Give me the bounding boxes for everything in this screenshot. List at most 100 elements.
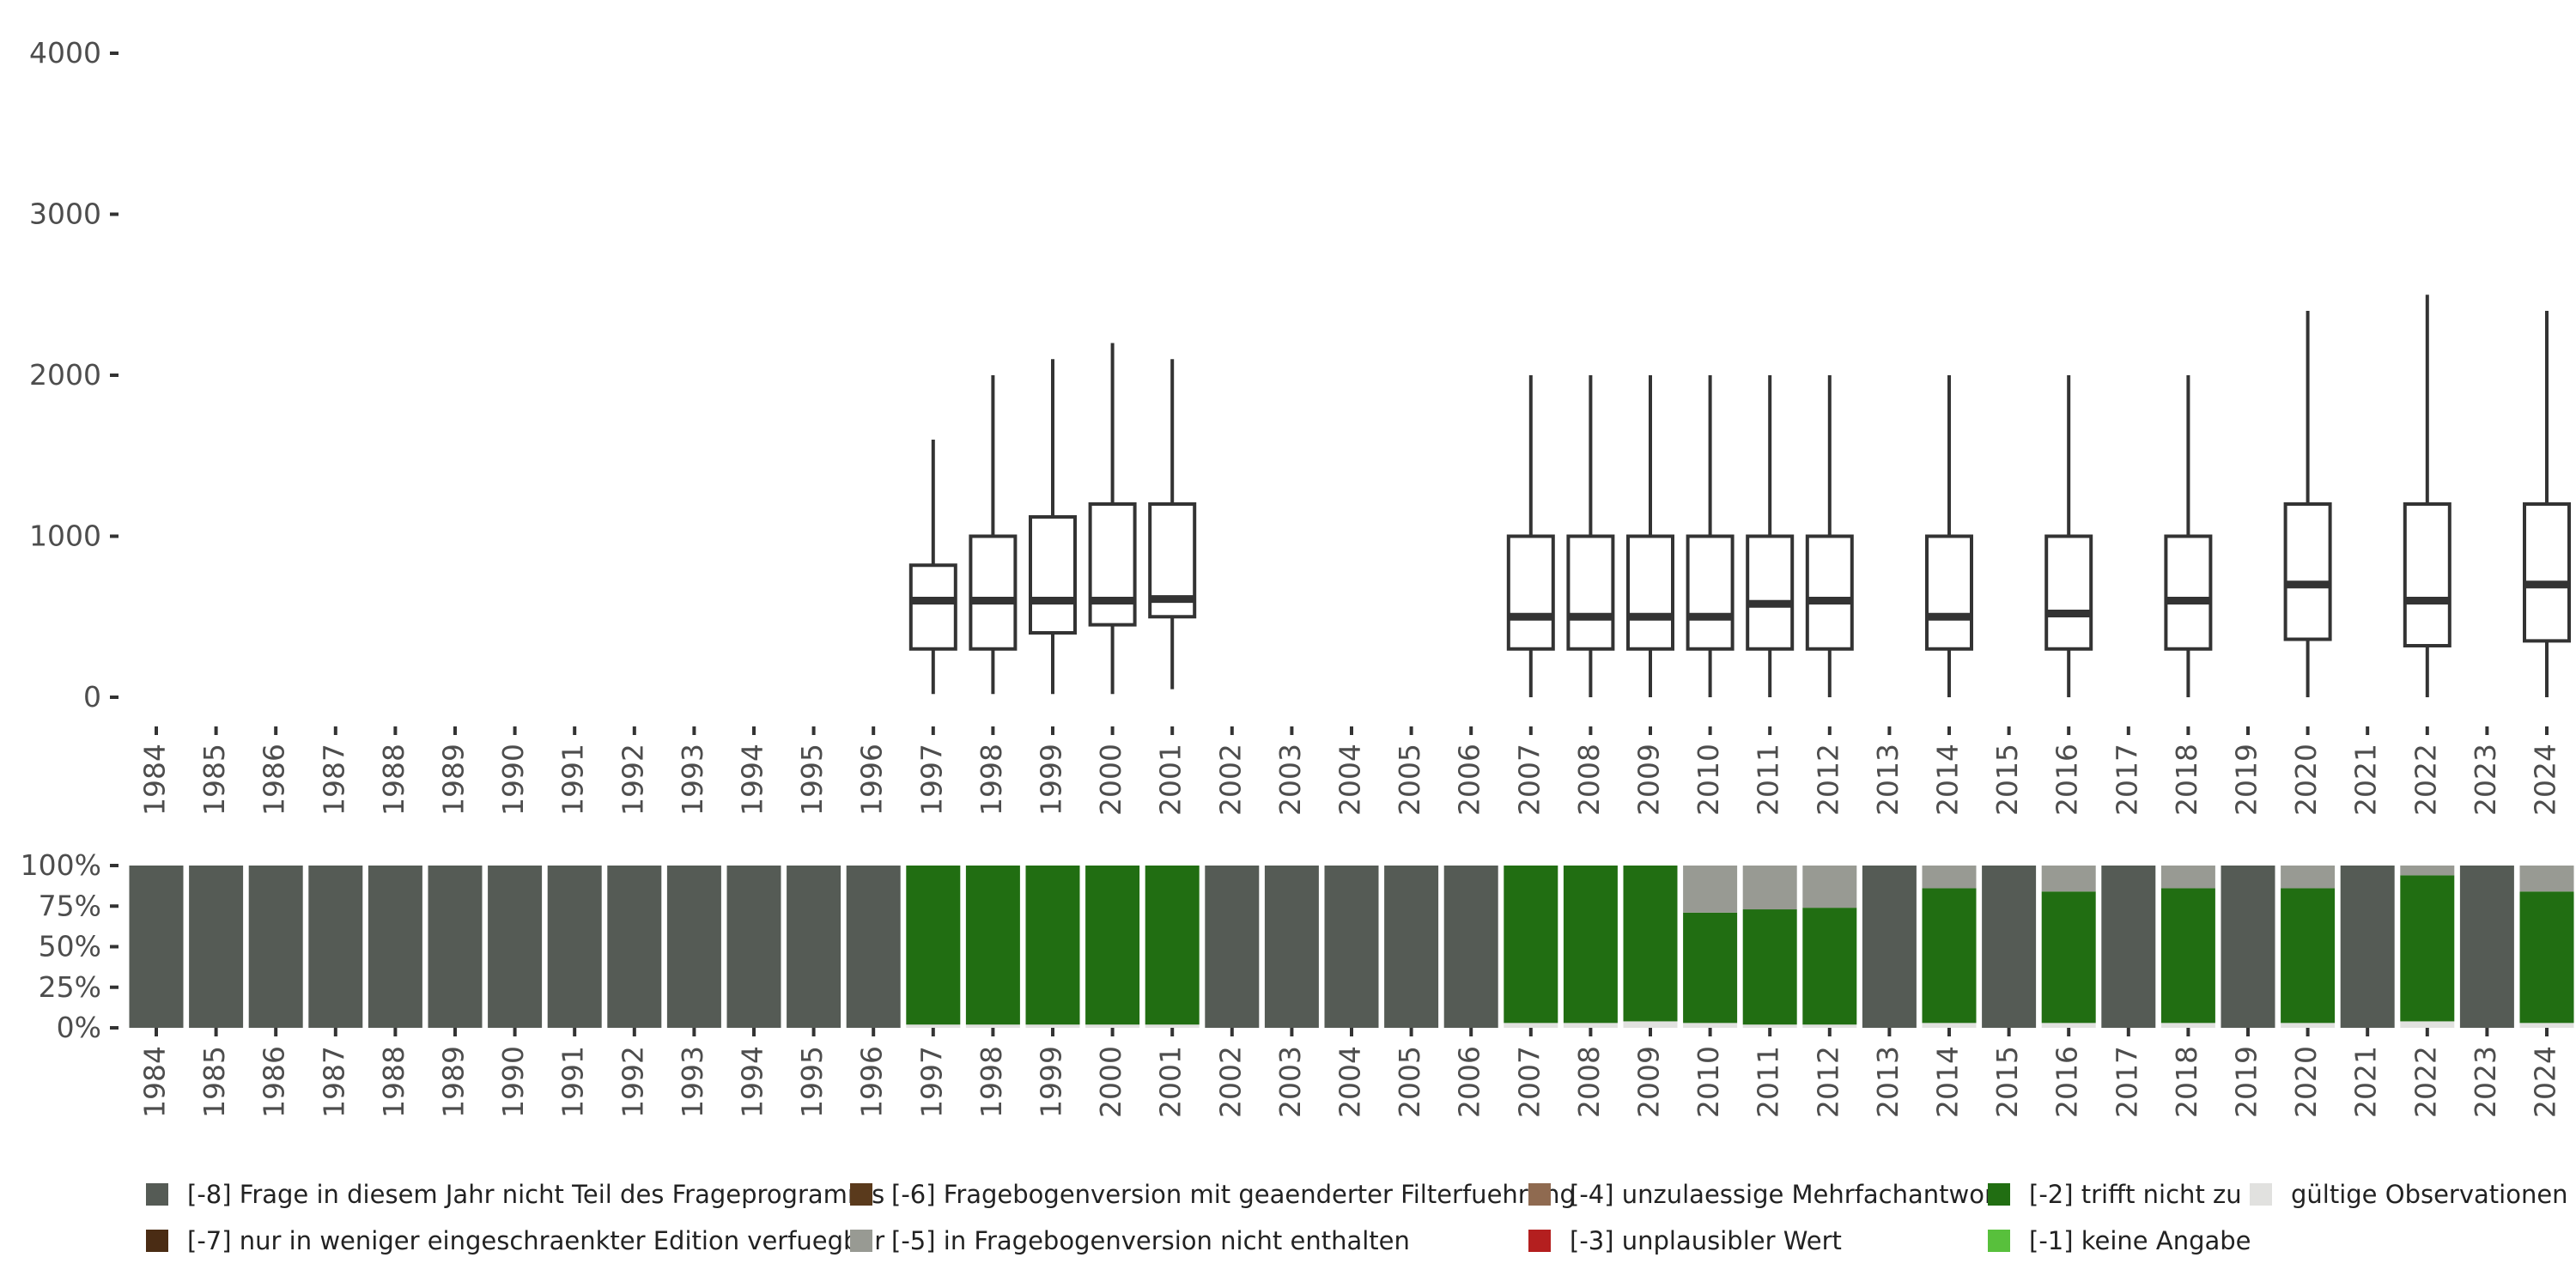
bar-segment bbox=[1742, 909, 1797, 1025]
bar-segment bbox=[1623, 1021, 1678, 1028]
bar-1984 bbox=[129, 866, 184, 1028]
x-tick-label: 2014 bbox=[1931, 1046, 1965, 1118]
legend-item: [-3] unplausibler Wert bbox=[1528, 1226, 1842, 1255]
bar-2009 bbox=[1623, 866, 1678, 1028]
x-tick-label: 2024 bbox=[2529, 1046, 2562, 1118]
x-tick-label: 1997 bbox=[914, 744, 948, 816]
box bbox=[1925, 534, 1973, 651]
bar-segment bbox=[488, 866, 543, 1028]
bar-segment bbox=[1145, 866, 1200, 1025]
bar-segment bbox=[2041, 891, 2096, 1024]
x-tick-label: 1996 bbox=[855, 744, 889, 816]
x-tick-label: 1985 bbox=[197, 1046, 231, 1118]
box-1999 bbox=[1029, 359, 1077, 695]
x-tick-label: 1994 bbox=[736, 744, 769, 816]
legend-item: [-4] unzulaessige Mehrfachantwort bbox=[1528, 1180, 2004, 1209]
x-tick-label: 1987 bbox=[317, 1046, 350, 1118]
y-tick-label: 0% bbox=[57, 1011, 101, 1044]
bar-2020 bbox=[2281, 866, 2336, 1028]
x-tick-label: 2009 bbox=[1632, 744, 1666, 816]
x-tick-label: 2008 bbox=[1572, 744, 1606, 816]
box-2007 bbox=[1506, 375, 1555, 697]
bar-segment bbox=[1025, 1024, 1080, 1028]
bar-2008 bbox=[1563, 866, 1618, 1028]
x-tick-label: 2002 bbox=[1213, 1046, 1247, 1118]
box-2022 bbox=[2403, 295, 2451, 697]
bar-2024 bbox=[2519, 866, 2574, 1028]
legend-swatch bbox=[146, 1183, 168, 1206]
x-tick-label: 2010 bbox=[1692, 1046, 1725, 1118]
bar-2011 bbox=[1742, 866, 1797, 1028]
bar-segment bbox=[1683, 912, 1738, 1024]
x-tick-label: 2002 bbox=[1213, 744, 1247, 816]
bar-segment bbox=[1862, 866, 1917, 1028]
bar-segment bbox=[1742, 866, 1797, 910]
bar-2003 bbox=[1264, 866, 1319, 1028]
box bbox=[969, 534, 1018, 651]
bar-segment bbox=[1802, 866, 1857, 908]
bar-segment bbox=[1504, 1023, 1558, 1028]
legend-item: [-2] trifft nicht zu bbox=[1988, 1180, 2242, 1209]
bar-1992 bbox=[607, 866, 662, 1028]
legend-swatch bbox=[850, 1183, 872, 1206]
x-tick-label: 2011 bbox=[1752, 744, 1785, 816]
y-tick-label: 50% bbox=[39, 930, 101, 963]
bar-segment bbox=[428, 866, 483, 1028]
y-tick-label: 3000 bbox=[29, 197, 101, 231]
x-tick-label: 1989 bbox=[437, 1046, 471, 1118]
legend-label: [-2] trifft nicht zu bbox=[2029, 1180, 2242, 1209]
bar-segment bbox=[1623, 866, 1678, 1022]
bar-segment bbox=[2519, 866, 2574, 892]
bar-segment bbox=[2459, 866, 2514, 1028]
legend-label: [-4] unzulaessige Mehrfachantwort bbox=[1570, 1180, 2005, 1209]
bar-1997 bbox=[906, 866, 961, 1028]
box-2000 bbox=[1088, 343, 1137, 695]
bar-1995 bbox=[787, 866, 841, 1028]
legend-item: [-7] nur in weniger eingeschraenkter Edi… bbox=[146, 1226, 884, 1255]
legend-swatch bbox=[2250, 1183, 2272, 1206]
x-tick-label: 2003 bbox=[1273, 744, 1307, 816]
x-tick-label: 2005 bbox=[1393, 744, 1426, 816]
x-tick-label: 2001 bbox=[1154, 744, 1188, 816]
box bbox=[1626, 534, 1674, 651]
box-1998 bbox=[969, 375, 1018, 695]
legend-label: [-6] Fragebogenversion mit geaenderter F… bbox=[891, 1180, 1576, 1209]
box bbox=[1566, 534, 1615, 651]
box bbox=[1506, 534, 1555, 651]
bar-2001 bbox=[1145, 866, 1200, 1028]
box-2011 bbox=[1746, 375, 1795, 697]
x-tick-label: 2010 bbox=[1692, 744, 1725, 816]
x-tick-label: 1988 bbox=[377, 744, 410, 816]
x-tick-label: 2006 bbox=[1453, 744, 1486, 816]
bar-1988 bbox=[368, 866, 422, 1028]
box-2018 bbox=[2164, 375, 2213, 697]
x-tick-label: 2012 bbox=[1811, 1046, 1844, 1118]
x-tick-label: 1984 bbox=[138, 1046, 172, 1118]
legend-label: [-8] Frage in diesem Jahr nicht Teil des… bbox=[187, 1180, 885, 1209]
bar-segment bbox=[1922, 866, 1977, 889]
bar-segment bbox=[1922, 1023, 1977, 1028]
legend-item: [-1] keine Angabe bbox=[1988, 1226, 2251, 1255]
x-tick-label: 1993 bbox=[676, 744, 709, 816]
x-tick-label: 1996 bbox=[855, 1046, 889, 1118]
bar-segment bbox=[2400, 875, 2455, 1022]
legend-item: [-5] in Fragebogenversion nicht enthalte… bbox=[850, 1226, 1410, 1255]
x-tick-label: 1998 bbox=[975, 744, 1008, 816]
box-2024 bbox=[2523, 311, 2571, 697]
bar-2000 bbox=[1085, 866, 1140, 1028]
bar-segment bbox=[2519, 1023, 2574, 1028]
x-tick-label: 2017 bbox=[2110, 744, 2143, 816]
bar-segment bbox=[1802, 908, 1857, 1025]
bar-segment bbox=[1324, 866, 1379, 1028]
bar-segment bbox=[726, 866, 781, 1028]
bar-segment bbox=[2281, 888, 2336, 1024]
x-tick-label: 2007 bbox=[1512, 1046, 1546, 1118]
bar-segment bbox=[2101, 866, 2156, 1028]
bar-segment bbox=[1443, 866, 1498, 1028]
bar-2017 bbox=[2101, 866, 2156, 1028]
bar-1991 bbox=[547, 866, 602, 1028]
bar-2007 bbox=[1504, 866, 1558, 1028]
box-2020 bbox=[2283, 311, 2332, 697]
bar-segment bbox=[2160, 888, 2215, 1024]
